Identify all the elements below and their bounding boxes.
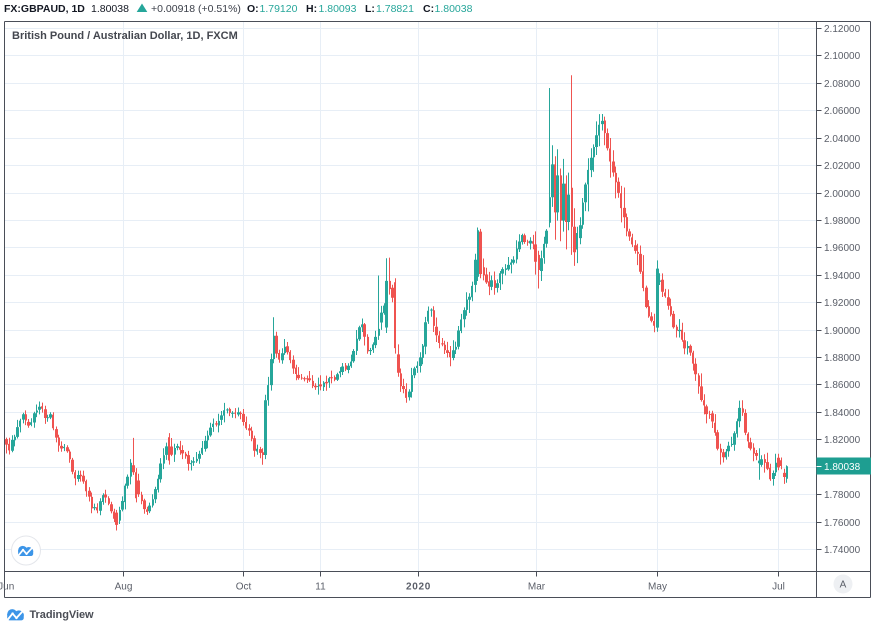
svg-text:TradingView: TradingView: [30, 609, 95, 621]
svg-text:1.90000: 1.90000: [824, 326, 861, 337]
svg-text:1.92000: 1.92000: [824, 298, 861, 309]
svg-text:1.80093: 1.80093: [319, 3, 357, 15]
svg-text:1.78000: 1.78000: [824, 490, 861, 501]
svg-text:L:: L:: [365, 3, 375, 15]
svg-text:Aug: Aug: [115, 582, 133, 593]
svg-text:1.74000: 1.74000: [824, 545, 861, 556]
svg-text:1.78821: 1.78821: [376, 3, 414, 15]
svg-text:H:: H:: [306, 3, 317, 15]
svg-text:1.80038: 1.80038: [435, 3, 473, 15]
svg-text:1.79120: 1.79120: [260, 3, 298, 15]
svg-text:+0.00918 (+0.51%): +0.00918 (+0.51%): [151, 3, 241, 15]
svg-text:1.84000: 1.84000: [824, 408, 861, 419]
svg-text:1.96000: 1.96000: [824, 243, 861, 254]
svg-text:1.80038: 1.80038: [824, 462, 861, 473]
svg-text:Mar: Mar: [528, 582, 546, 593]
svg-text:2020: 2020: [406, 582, 431, 593]
svg-text:Jul: Jul: [772, 582, 785, 593]
svg-text:2.10000: 2.10000: [824, 51, 861, 62]
svg-text:1.94000: 1.94000: [824, 271, 861, 282]
svg-text:1.98000: 1.98000: [824, 216, 861, 227]
svg-text:British Pound / Australian Dol: British Pound / Australian Dollar, 1D, F…: [12, 30, 238, 42]
svg-text:A: A: [840, 580, 847, 591]
svg-text:O:: O:: [247, 3, 259, 15]
svg-text:Oct: Oct: [236, 582, 252, 593]
svg-text:Jun: Jun: [0, 582, 14, 593]
svg-text:2.08000: 2.08000: [824, 79, 861, 90]
svg-text:2.12000: 2.12000: [824, 24, 861, 35]
svg-text:May: May: [648, 582, 667, 593]
svg-text:1.86000: 1.86000: [824, 380, 861, 391]
svg-text:2.04000: 2.04000: [824, 134, 861, 145]
svg-text:C:: C:: [423, 3, 434, 15]
svg-text:2.00000: 2.00000: [824, 189, 861, 200]
svg-text:1.76000: 1.76000: [824, 518, 861, 529]
svg-text:2.02000: 2.02000: [824, 161, 861, 172]
svg-text:2.06000: 2.06000: [824, 106, 861, 117]
svg-text:1.80038: 1.80038: [91, 3, 129, 15]
svg-text:11: 11: [315, 582, 326, 593]
svg-text:FX:GBPAUD, 1D: FX:GBPAUD, 1D: [4, 3, 85, 15]
svg-text:1.88000: 1.88000: [824, 353, 861, 364]
svg-text:1.82000: 1.82000: [824, 435, 861, 446]
